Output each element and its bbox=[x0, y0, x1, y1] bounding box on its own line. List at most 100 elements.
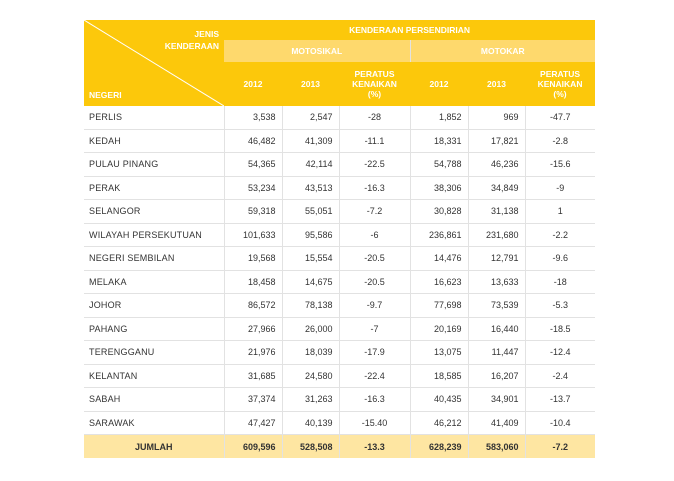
motokar-pct: -15.6 bbox=[524, 152, 596, 176]
header-motokar: MOTOKAR bbox=[409, 40, 596, 62]
header-kenderaan: KENDERAAN bbox=[164, 41, 219, 51]
motokar-pct: -5.3 bbox=[524, 293, 596, 317]
table-row: NEGERI SEMBILAN 19,568 15,554 -20.5 14,476 12… bbox=[84, 246, 596, 270]
motokar-2012: 77,698 bbox=[409, 293, 468, 317]
motosikal-2013: 55,051 bbox=[281, 199, 339, 223]
state-name: PULAU PINANG bbox=[84, 152, 224, 176]
motokar-pct: -18.5 bbox=[524, 316, 596, 341]
motokar-2012: 30,828 bbox=[409, 199, 468, 223]
pct-label-line2: KENAIKAN bbox=[352, 79, 397, 89]
diagonal-divider bbox=[84, 20, 224, 106]
header-kenderaan-persendirian: KENDERAAN PERSENDIRIAN bbox=[224, 20, 596, 40]
motosikal-2013: 26,000 bbox=[281, 316, 339, 341]
header-motosikal-2013: 2013 bbox=[282, 62, 339, 106]
motosikal-2012: 54,365 bbox=[223, 152, 282, 176]
table-row: PULAU PINANG 54,365 42,114 -22.5 54,788 46,23… bbox=[84, 152, 596, 176]
vehicle-statistics-table: JENIS KENDERAAN NEGERI KENDERAAN PERSEND… bbox=[84, 20, 596, 458]
motokar-pct: -9 bbox=[524, 175, 596, 200]
motosikal-pct: -15.40 bbox=[338, 410, 410, 435]
motokar-2013: 969 bbox=[467, 106, 525, 129]
table-row: PAHANG 27,966 26,000 -7 20,169 16,440 -18.5 bbox=[84, 316, 596, 341]
motosikal-2013: 78,138 bbox=[281, 293, 339, 317]
total-motokar-2012: 628,239 bbox=[409, 434, 468, 458]
motosikal-2013: 43,513 bbox=[281, 175, 339, 200]
motokar-2012: 40,435 bbox=[409, 387, 468, 411]
motokar-2012: 236,861 bbox=[409, 222, 468, 247]
motokar-pct: -18 bbox=[524, 269, 596, 294]
state-name: KEDAH bbox=[84, 128, 224, 153]
header-motosikal-peratus: PERATUS KENAIKAN (%) bbox=[339, 62, 410, 106]
motokar-pct: -10.4 bbox=[524, 410, 596, 435]
state-name: WILAYAH PERSEKUTUAN bbox=[84, 222, 224, 247]
state-name: SELANGOR bbox=[84, 199, 224, 223]
state-name: JOHOR bbox=[84, 293, 224, 317]
motokar-2012: 20,169 bbox=[409, 316, 468, 341]
motokar-2012: 18,585 bbox=[409, 363, 468, 388]
pct-label-line3: (%) bbox=[553, 89, 567, 99]
motokar-2013: 12,791 bbox=[467, 246, 525, 270]
motokar-2012: 54,788 bbox=[409, 152, 468, 176]
motosikal-2012: 86,572 bbox=[223, 293, 282, 317]
header-jenis: JENIS bbox=[194, 29, 219, 39]
motosikal-2012: 21,976 bbox=[223, 340, 282, 364]
motokar-2012: 1,852 bbox=[409, 106, 468, 129]
motosikal-2012: 31,685 bbox=[223, 363, 282, 388]
motokar-2012: 14,476 bbox=[409, 246, 468, 270]
table-row: KEDAH 46,482 41,309 -11.1 18,331 17,821 -2.8 bbox=[84, 128, 596, 153]
total-label: JUMLAH bbox=[84, 434, 224, 458]
motosikal-2013: 2,547 bbox=[281, 106, 339, 129]
motosikal-2012: 27,966 bbox=[223, 316, 282, 341]
state-name: PERLIS bbox=[89, 112, 123, 123]
pct-label-line2: KENAIKAN bbox=[537, 79, 583, 89]
table-row: SELANGOR 59,318 55,051 -7.2 30,828 31,138 1 bbox=[84, 199, 596, 223]
motosikal-pct: -20.5 bbox=[338, 246, 410, 270]
motosikal-pct: -9.7 bbox=[338, 293, 410, 317]
motokar-pct: -9.6 bbox=[524, 246, 596, 270]
total-motosikal-pct: -13.3 bbox=[338, 434, 410, 458]
motosikal-pct: -17.9 bbox=[338, 340, 410, 364]
motokar-2013: 16,207 bbox=[467, 363, 525, 388]
motokar-pct: -12.4 bbox=[524, 340, 596, 364]
state-name: MELAKA bbox=[84, 269, 224, 294]
motosikal-2013: 42,114 bbox=[281, 152, 339, 176]
motosikal-2012: 19,568 bbox=[223, 246, 282, 270]
state-name: SARAWAK bbox=[84, 410, 224, 435]
motokar-2013: 16,440 bbox=[467, 316, 525, 341]
table-row: PERAK 53,234 43,513 -16.3 38,306 34,849 -9 bbox=[84, 175, 596, 200]
motokar-pct: 1 bbox=[524, 199, 596, 223]
motosikal-2012: 37,374 bbox=[223, 387, 282, 411]
state-name: KELANTAN bbox=[84, 363, 224, 388]
motokar-2012: 38,306 bbox=[409, 175, 468, 200]
motosikal-pct: -28 bbox=[338, 106, 410, 129]
motosikal-pct: -22.4 bbox=[338, 363, 410, 388]
motokar-2013: 31,138 bbox=[467, 199, 525, 223]
total-row: JUMLAH 609,596 528,508 -13.3 628,239 583… bbox=[84, 434, 596, 458]
motokar-pct: -2.8 bbox=[524, 128, 596, 153]
motokar-2013: 231,680 bbox=[467, 222, 525, 247]
motosikal-2012: 46,482 bbox=[223, 128, 282, 153]
motosikal-2013: 41,309 bbox=[281, 128, 339, 153]
motokar-2013: 13,633 bbox=[467, 269, 525, 294]
motokar-2013: 34,901 bbox=[467, 387, 525, 411]
total-motokar-2013: 583,060 bbox=[467, 434, 525, 458]
motosikal-2013: 40,139 bbox=[281, 410, 339, 435]
motokar-pct: -13.7 bbox=[524, 387, 596, 411]
state-name: TERENGGANU bbox=[84, 340, 224, 364]
motokar-pct: -2.2 bbox=[524, 222, 596, 247]
motokar-2013: 11,447 bbox=[467, 340, 525, 364]
table-row: SABAH 37,374 31,263 -16.3 40,435 34,901 -13.7 bbox=[84, 387, 596, 411]
motokar-2013: 73,539 bbox=[467, 293, 525, 317]
table-row: JOHOR 86,572 78,138 -9.7 77,698 73,539 -5.3 bbox=[84, 293, 596, 317]
header-motokar-peratus: PERATUS KENAIKAN (%) bbox=[525, 62, 596, 106]
pct-label-line3: (%) bbox=[367, 89, 382, 99]
motosikal-2012: 59,318 bbox=[223, 199, 282, 223]
table-body: PERLIS 3,538 2,547 -28 1,852 969 -47.7 KEDAH 46,… bbox=[84, 106, 596, 435]
motokar-pct: -2.4 bbox=[524, 363, 596, 388]
motokar-2013: 17,821 bbox=[467, 128, 525, 153]
motosikal-pct: -7 bbox=[338, 316, 410, 341]
motosikal-2012: 47,427 bbox=[223, 410, 282, 435]
total-motosikal-2012: 609,596 bbox=[223, 434, 282, 458]
header-motosikal-2012: 2012 bbox=[224, 62, 282, 106]
total-motokar-pct: -7.2 bbox=[524, 434, 596, 458]
state-name: PAHANG bbox=[84, 316, 224, 341]
